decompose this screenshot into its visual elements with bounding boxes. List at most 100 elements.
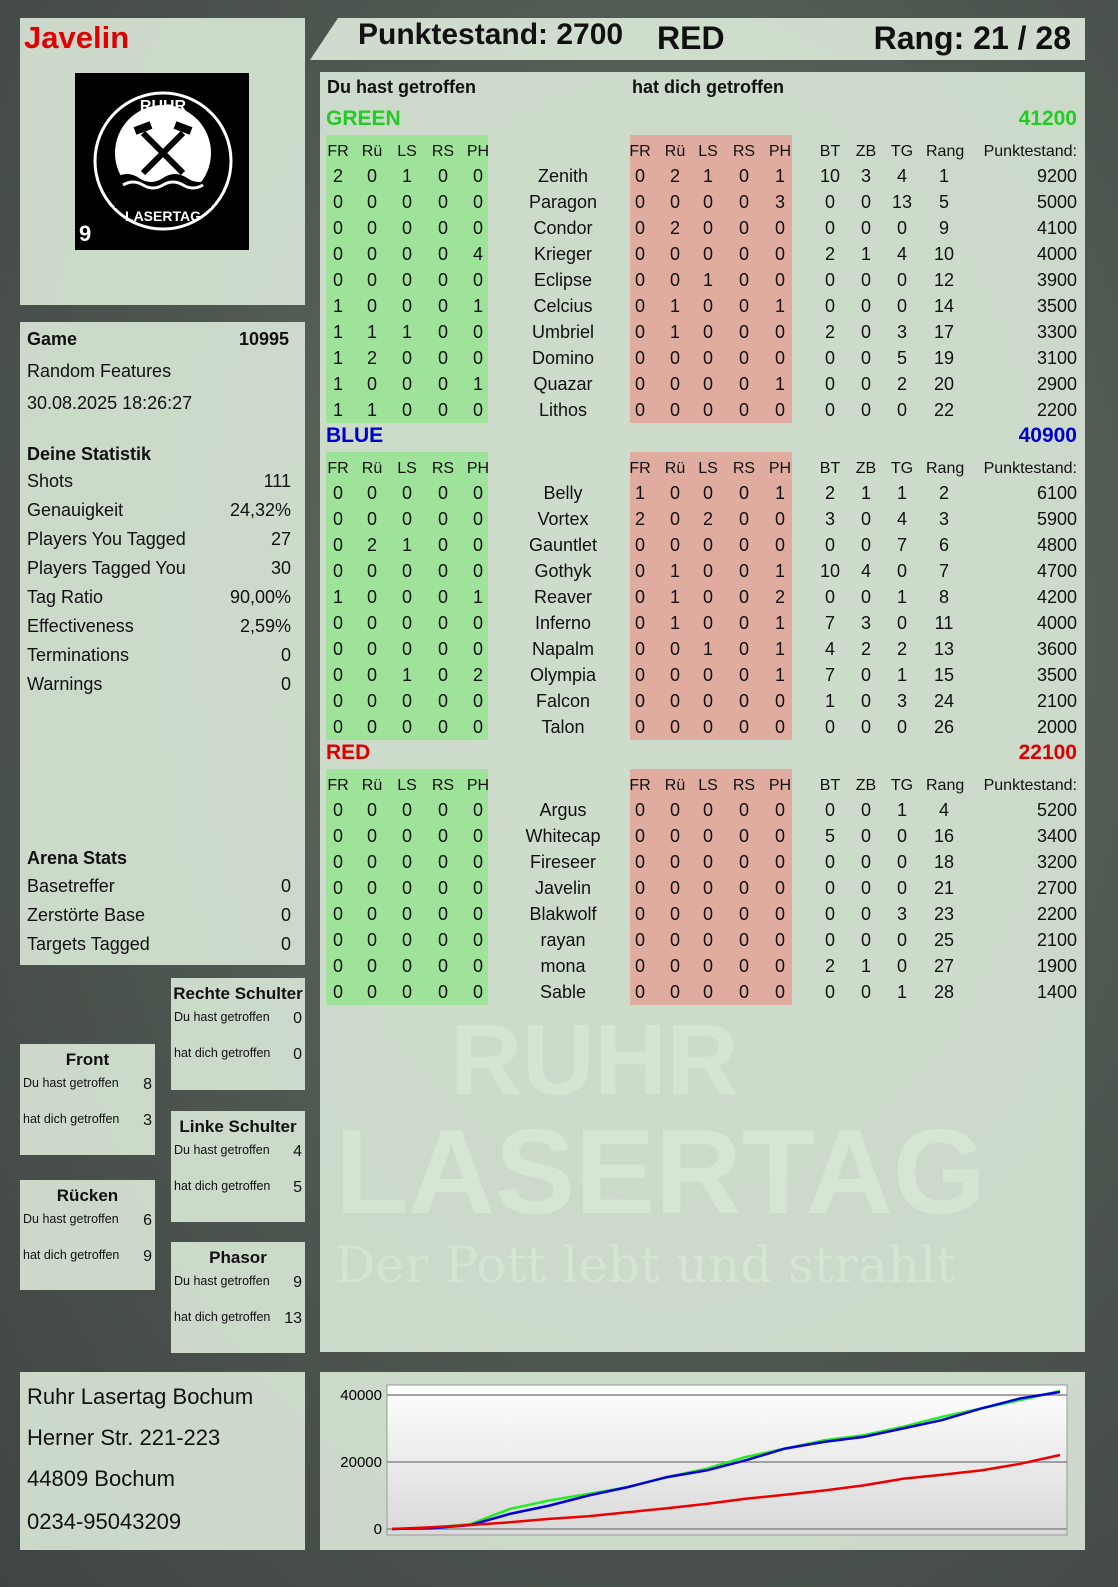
stat-cell: 2 [824, 483, 835, 503]
hit-you-cell: 1 [634, 483, 645, 503]
you-hit-cell: 0 [401, 483, 412, 503]
hit-you-cell: 0 [774, 691, 785, 711]
hit-you-cell: 0 [634, 561, 645, 581]
col-header: Punktestand: [983, 777, 1077, 794]
player-name: Argus [539, 800, 587, 820]
stat-cell: 0 [860, 587, 871, 607]
hit-you-cell: 0 [669, 639, 680, 659]
hit-you-cell: 0 [702, 587, 713, 607]
you-hit-cell: 0 [366, 800, 377, 820]
score-chart: 0 20000 40000 [340, 1384, 1068, 1538]
you-hit-cell: 0 [332, 878, 343, 898]
game-mode: Random Features [27, 361, 172, 381]
you-hit-cell: 0 [332, 930, 343, 950]
stat-cell: 7 [938, 561, 949, 581]
you-hit-cell: 0 [366, 717, 377, 737]
hit-you-cell: 1 [669, 561, 680, 581]
arena-value: 0 [280, 934, 291, 954]
hit-you-cell: 0 [634, 878, 645, 898]
stat-cell: 0 [824, 535, 835, 555]
score-cell: 4200 [1036, 587, 1077, 607]
you-hit-cell: 0 [332, 717, 343, 737]
hit-you-cell: 0 [738, 930, 749, 950]
player-name: mona [540, 956, 586, 976]
hit-you-cell: 0 [738, 270, 749, 290]
stat-cell: 0 [824, 982, 835, 1002]
stat-cell: 1 [860, 956, 871, 976]
stat-cell: 16 [933, 826, 955, 846]
you-hit-cell: 0 [401, 852, 412, 872]
you-hit-cell: 0 [401, 826, 412, 846]
stat-cell: 13 [933, 639, 955, 659]
col-header: Rü [361, 143, 383, 160]
hit-you-label: hat dich getroffen [174, 1046, 271, 1060]
stat-cell: 0 [824, 717, 835, 737]
stat-cell: 25 [933, 930, 955, 950]
hit-you-cell: 0 [634, 192, 645, 212]
hit-you-cell: 0 [702, 400, 713, 420]
hit-you-cell: 0 [702, 826, 713, 846]
stat-cell: 0 [896, 270, 907, 290]
you-hit-cell: 0 [332, 826, 343, 846]
hit-you-cell: 1 [774, 561, 785, 581]
hit-you-label: hat dich getroffen [23, 1248, 120, 1262]
stat-cell: 1 [896, 483, 907, 503]
you-hit-cell: 0 [366, 691, 377, 711]
hit-you-cell: 0 [738, 218, 749, 238]
col-header: RS [431, 777, 455, 794]
hit-you-block [630, 452, 792, 740]
player-name: rayan [540, 930, 586, 950]
you-hit-label: Du hast getroffen [174, 1274, 270, 1288]
hit-you-cell: 0 [669, 244, 680, 264]
col-header: RS [431, 143, 455, 160]
you-hit-cell: 0 [366, 852, 377, 872]
you-hit-cell: 0 [401, 587, 412, 607]
y-tick-label: 20000 [340, 1454, 382, 1471]
hit-you-cell: 0 [634, 587, 645, 607]
hit-you-cell: 0 [738, 826, 749, 846]
col-header: Rü [664, 777, 686, 794]
you-hit-cell: 1 [332, 587, 343, 607]
you-hit-cell: 0 [332, 691, 343, 711]
hit-you-header: hat dich getroffen [632, 77, 784, 97]
stat-cell: 1 [860, 483, 871, 503]
logo-top-text: RUHR [140, 98, 187, 115]
you-hit-cell: 0 [401, 400, 412, 420]
you-hit-cell: 0 [366, 826, 377, 846]
hit-you-cell: 0 [702, 296, 713, 316]
col-header: Rang [926, 143, 965, 160]
stat-cell: 8 [938, 587, 949, 607]
you-hit-cell: 1 [472, 296, 483, 316]
stat-cell: 2 [824, 322, 835, 342]
stat-cell: 0 [896, 561, 907, 581]
stat-cell: 5 [938, 192, 949, 212]
header-bar: Punktestand: 2700 RED Rang: 21 / 28 [310, 18, 1085, 60]
you-hit-cell: 1 [472, 587, 483, 607]
you-hit-cell: 0 [401, 296, 412, 316]
hit-you-cell: 0 [669, 904, 680, 924]
you-hit-cell: 0 [401, 982, 412, 1002]
hit-you-cell: 1 [774, 296, 785, 316]
col-header: LS [397, 460, 417, 477]
stat-cell: 4 [896, 244, 907, 264]
stat-cell: 0 [824, 852, 835, 872]
col-header: RS [431, 460, 455, 477]
player-name: Talon [541, 717, 585, 737]
you-hit-cell: 0 [332, 192, 343, 212]
hit-you-cell: 0 [702, 930, 713, 950]
col-header: PH [466, 460, 490, 477]
hit-you-cell: 0 [669, 878, 680, 898]
you-hit-cell: 1 [332, 322, 343, 342]
you-hit-cell: 0 [472, 218, 483, 238]
hitzone-title: Front [65, 1050, 110, 1069]
stat-cell: 26 [933, 717, 955, 737]
you-hit-cell: 1 [401, 665, 412, 685]
you-hit-cell: 0 [401, 561, 412, 581]
you-hit-cell: 1 [401, 535, 412, 555]
score-cell: 2200 [1036, 400, 1077, 420]
team-score-red: 22100 [1018, 741, 1077, 764]
you-hit-cell: 0 [472, 509, 483, 529]
stat-cell: 11 [934, 613, 954, 633]
hit-you-cell: 0 [774, 878, 785, 898]
stat-cell: 14 [933, 296, 955, 316]
